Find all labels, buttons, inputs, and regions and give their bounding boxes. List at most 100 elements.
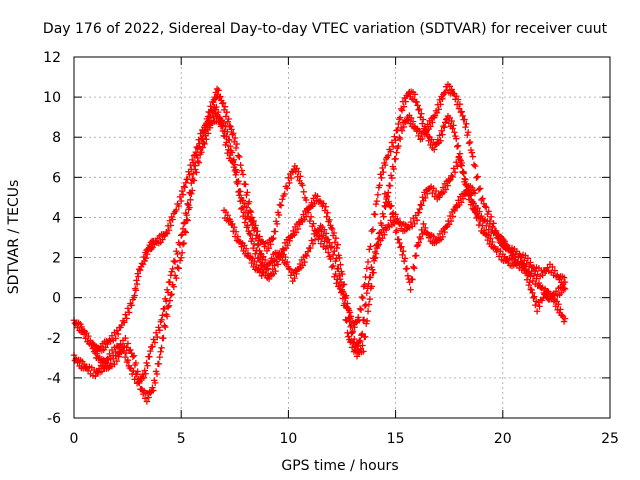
- data-point: [420, 130, 428, 138]
- data-point: [225, 146, 232, 153]
- data-point: [414, 102, 421, 109]
- axis-ticks: [73, 56, 611, 419]
- data-point: [485, 208, 492, 215]
- data-point: [457, 199, 465, 206]
- data-point: [299, 182, 306, 189]
- data-point: [224, 212, 231, 219]
- x-tick-labels: 0 5 10 15 20 25: [70, 431, 619, 447]
- data-point: [237, 188, 244, 195]
- data-point: [444, 182, 451, 189]
- data-point: [344, 329, 351, 337]
- data-point: [244, 250, 252, 257]
- data-point: [476, 208, 483, 215]
- data-point: [446, 177, 453, 184]
- data-point: [441, 228, 448, 236]
- data-point: [361, 281, 368, 289]
- data-point: [393, 149, 400, 156]
- data-point: [223, 139, 230, 146]
- data-point: [531, 293, 538, 300]
- data-point: [529, 289, 536, 297]
- data-point: [166, 279, 174, 286]
- data-point: [390, 165, 397, 173]
- data-point: [435, 106, 442, 113]
- data-point: [345, 333, 352, 340]
- data-point: [416, 105, 423, 113]
- data-point: [371, 211, 379, 218]
- data-point: [124, 356, 132, 364]
- data-point: [335, 265, 342, 272]
- data-point: [167, 222, 174, 229]
- data-point: [229, 220, 236, 228]
- data-point: [561, 278, 569, 286]
- data-point: [142, 370, 149, 377]
- data-point: [442, 116, 450, 123]
- data-point: [454, 142, 462, 149]
- data-point: [250, 227, 258, 234]
- data-point: [407, 218, 415, 226]
- data-point: [378, 174, 385, 182]
- data-point: [258, 272, 265, 280]
- chart-title: Day 176 of 2022, Sidereal Day-to-day VTE…: [43, 21, 608, 37]
- data-point: [121, 343, 128, 351]
- data-point: [346, 318, 353, 325]
- data-point: [141, 367, 148, 374]
- data-point: [307, 244, 314, 252]
- data-point: [526, 279, 533, 286]
- data-point: [254, 242, 261, 249]
- data-point: [294, 225, 302, 233]
- data-point: [391, 133, 398, 140]
- data-point: [408, 114, 415, 122]
- data-point: [474, 173, 481, 180]
- data-point: [264, 265, 272, 272]
- data-point: [218, 122, 226, 130]
- data-point: [106, 350, 113, 358]
- data-point: [440, 122, 447, 130]
- data-point: [374, 191, 382, 198]
- data-point: [180, 183, 188, 190]
- data-point: [273, 220, 281, 228]
- data-point: [302, 196, 310, 204]
- data-point: [387, 217, 394, 224]
- data-point: [304, 209, 312, 216]
- data-point: [342, 292, 350, 299]
- data-point: [226, 122, 233, 130]
- data-point: [149, 343, 156, 350]
- data-point: [164, 303, 172, 311]
- data-point: [349, 339, 357, 347]
- data-point: [356, 305, 364, 312]
- data-point: [178, 197, 185, 205]
- data-point: [417, 235, 424, 242]
- data-point: [161, 305, 168, 312]
- data-point: [459, 168, 466, 175]
- data-point: [544, 264, 551, 271]
- data-point: [200, 130, 207, 137]
- data-point: [370, 269, 377, 276]
- data-point: [92, 347, 99, 354]
- data-point: [152, 329, 160, 336]
- data-point: [87, 337, 94, 344]
- data-points: [70, 81, 569, 405]
- data-point: [314, 193, 321, 200]
- data-point: [155, 360, 163, 368]
- data-point: [487, 213, 495, 220]
- data-point: [161, 322, 168, 329]
- data-point: [530, 294, 537, 302]
- data-point: [449, 173, 456, 181]
- data-point: [302, 213, 310, 220]
- data-point: [439, 233, 446, 241]
- x-tick-label: 5: [177, 431, 186, 447]
- data-point: [251, 257, 258, 265]
- data-point: [451, 129, 458, 136]
- data-point: [230, 223, 238, 231]
- data-point: [178, 187, 186, 195]
- data-point: [114, 344, 122, 351]
- data-point: [216, 115, 224, 122]
- data-point: [475, 186, 483, 193]
- data-point: [170, 283, 178, 290]
- data-point: [397, 244, 404, 251]
- data-point: [139, 260, 147, 268]
- data-point: [463, 186, 470, 194]
- data-point: [320, 200, 327, 207]
- data-point: [327, 255, 334, 263]
- data-point: [369, 226, 377, 233]
